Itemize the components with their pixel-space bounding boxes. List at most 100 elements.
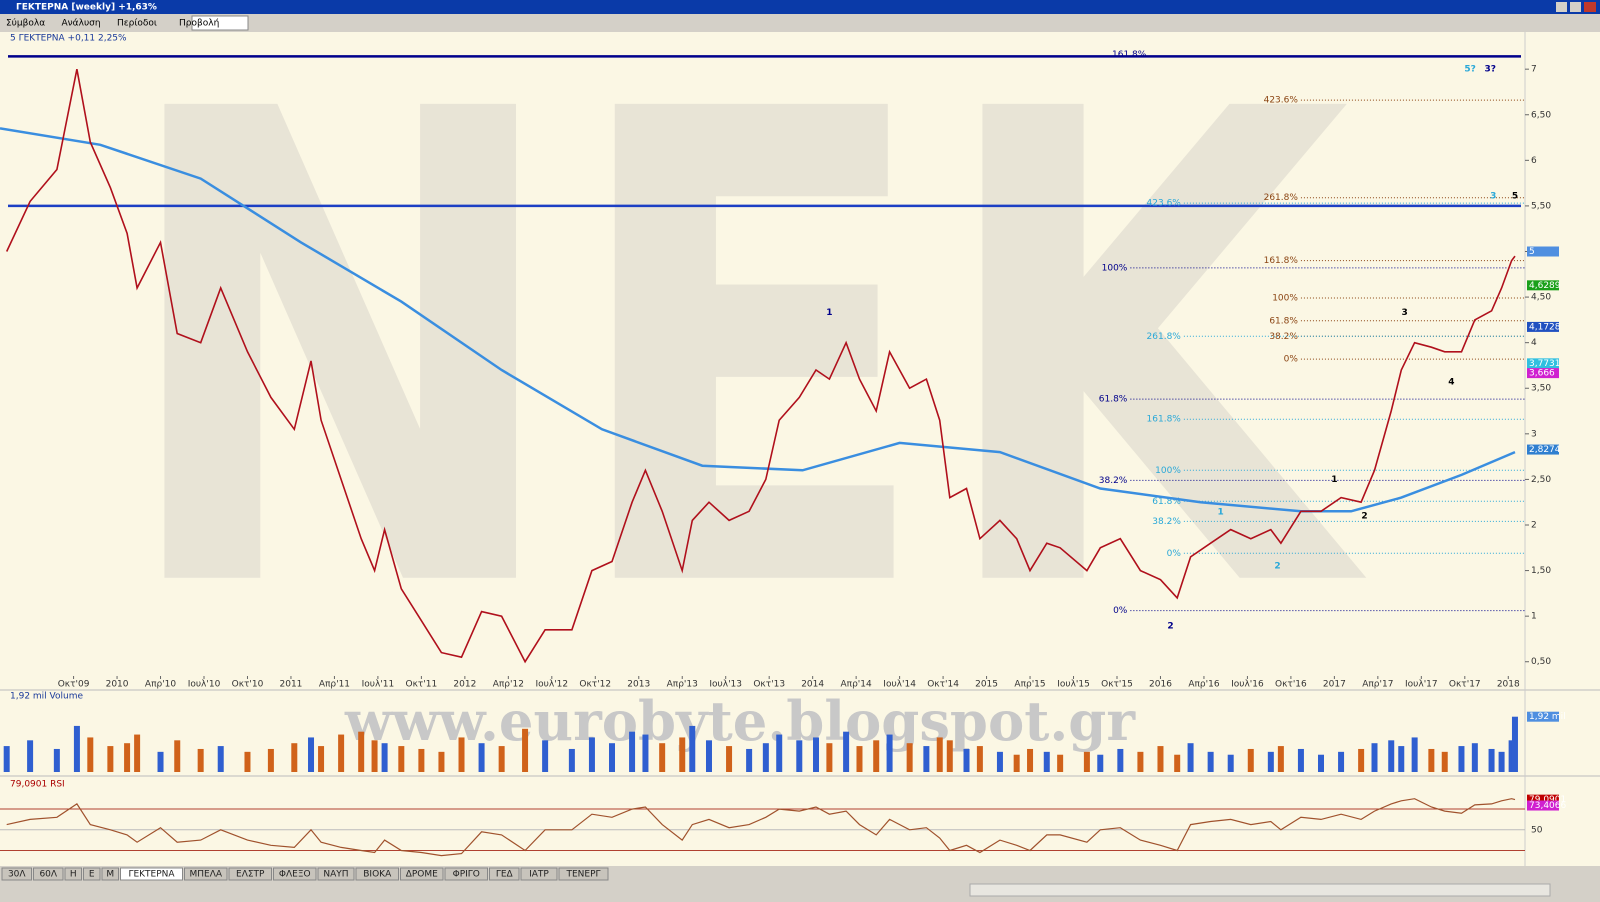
watermark-url: www.eurobyte.blogspot.gr — [344, 689, 1136, 753]
minimize-button[interactable] — [1556, 2, 1567, 12]
volume-bar — [1043, 751, 1050, 772]
close-button[interactable] — [1584, 2, 1596, 12]
chart-area — [0, 32, 1600, 866]
tab[interactable] — [1, 867, 32, 881]
volume-bar — [157, 751, 164, 772]
tab[interactable] — [273, 867, 317, 881]
x-tick-label: 2017 — [1323, 680, 1346, 690]
fib-label: 61.8% — [1269, 316, 1298, 326]
tab-label: E — [89, 870, 95, 880]
x-tick-label: Απρ'16 — [1188, 680, 1219, 690]
volume-bar — [134, 734, 141, 772]
volume-bar — [826, 743, 833, 772]
volume-bar — [568, 748, 575, 772]
volume-bar — [308, 737, 315, 772]
tab-label: ΝΑΥΠ — [323, 870, 348, 880]
tab[interactable] — [83, 867, 101, 881]
volume-bar — [418, 748, 425, 772]
y-tick-label: 0,50 — [1531, 657, 1551, 667]
volume-tag — [1527, 711, 1559, 722]
rsi-title: 79,0901 RSI — [10, 780, 65, 790]
x-tick-label: Απρ'15 — [1014, 680, 1045, 690]
maximize-button[interactable] — [1570, 2, 1581, 12]
tab[interactable] — [400, 867, 444, 881]
volume-bar — [1371, 743, 1378, 772]
volume-bar — [996, 751, 1003, 772]
price-tag-label: 2,8274 — [1529, 445, 1561, 455]
menu-item[interactable]: Προβολή — [179, 19, 219, 29]
volume-bar — [886, 734, 893, 772]
x-tick-label: Απρ'12 — [493, 680, 524, 690]
tab-label: ΓΕΚΤΕΡΝΑ — [128, 870, 175, 880]
volume-bar — [542, 740, 549, 772]
tab-label: M — [106, 870, 114, 880]
tab[interactable] — [520, 867, 558, 881]
x-tick-label: Οκτ'15 — [1101, 680, 1133, 690]
volume-bar — [174, 740, 181, 772]
tab[interactable] — [64, 867, 82, 881]
volume-bar — [1137, 751, 1144, 772]
x-tick-label: Απρ'14 — [841, 680, 872, 690]
y-tick-label: 3 — [1531, 429, 1537, 439]
fib-label: 61.8% — [1099, 395, 1128, 405]
tab[interactable] — [184, 867, 228, 881]
watermark: NEK — [115, 0, 1370, 732]
price-tag-label: 3,7731 — [1529, 359, 1561, 369]
menu-item[interactable]: Περίοδοι — [117, 19, 157, 29]
volume-tag-label: 1,92 mil — [1529, 712, 1566, 722]
volume-bar — [1297, 748, 1304, 772]
volume-bar — [776, 734, 783, 772]
x-tick-label: Ιουλ'12 — [535, 680, 568, 690]
fib-label: 0% — [1167, 549, 1182, 559]
volume-bar — [371, 740, 378, 772]
tab[interactable] — [444, 867, 488, 881]
tab[interactable] — [101, 867, 119, 881]
x-tick-label: 2015 — [975, 680, 998, 690]
volume-bar — [946, 740, 953, 772]
tab[interactable] — [558, 867, 609, 881]
price-tag-label: 5 — [1529, 247, 1535, 257]
volume-bar — [1398, 746, 1405, 772]
volume-bar — [244, 751, 251, 772]
scrollbar[interactable] — [969, 883, 1551, 897]
title-bar — [0, 0, 1600, 14]
volume-bar — [1508, 740, 1515, 772]
volume-bar — [856, 746, 863, 772]
search-box[interactable] — [191, 15, 249, 31]
menu-item[interactable]: Ανάλυση — [62, 19, 101, 29]
volume-bar — [1498, 751, 1505, 772]
x-tick-label: Απρ'11 — [319, 680, 350, 690]
x-tick-label: Οκτ'09 — [58, 680, 90, 690]
volume-bar — [1117, 748, 1124, 772]
menu-item[interactable]: Σύμβολα — [6, 18, 45, 29]
tab[interactable] — [33, 867, 64, 881]
x-tick-label: Οκτ'13 — [753, 680, 785, 690]
volume-bar — [1338, 751, 1345, 772]
volume-bar — [267, 748, 274, 772]
y-tick-label: 5,50 — [1531, 201, 1551, 211]
volume-bar — [689, 725, 696, 772]
volume-bar — [1187, 743, 1194, 772]
tab[interactable] — [120, 867, 183, 881]
tab[interactable] — [228, 867, 272, 881]
volume-bar — [398, 746, 405, 772]
menu-bar — [0, 14, 1600, 32]
tab[interactable] — [489, 867, 520, 881]
x-tick-label: Ιουλ'15 — [1057, 680, 1090, 690]
x-tick-label: Απρ'13 — [667, 680, 698, 690]
tab[interactable] — [355, 867, 399, 881]
fib-label: 423.6% — [1147, 199, 1182, 209]
volume-bar — [1157, 746, 1164, 772]
volume-bar — [936, 737, 943, 772]
tab[interactable] — [317, 867, 355, 881]
volume-bar — [458, 737, 465, 772]
volume-bar — [197, 748, 204, 772]
x-tick-label: Οκτ'10 — [232, 680, 264, 690]
volume-bar — [1083, 751, 1090, 772]
volume-bar — [609, 743, 616, 772]
volume-bar — [1511, 716, 1518, 772]
volume-bar — [629, 731, 636, 772]
volume-bar — [642, 734, 649, 772]
volume-bar — [659, 743, 666, 772]
volume-bar — [813, 737, 820, 772]
